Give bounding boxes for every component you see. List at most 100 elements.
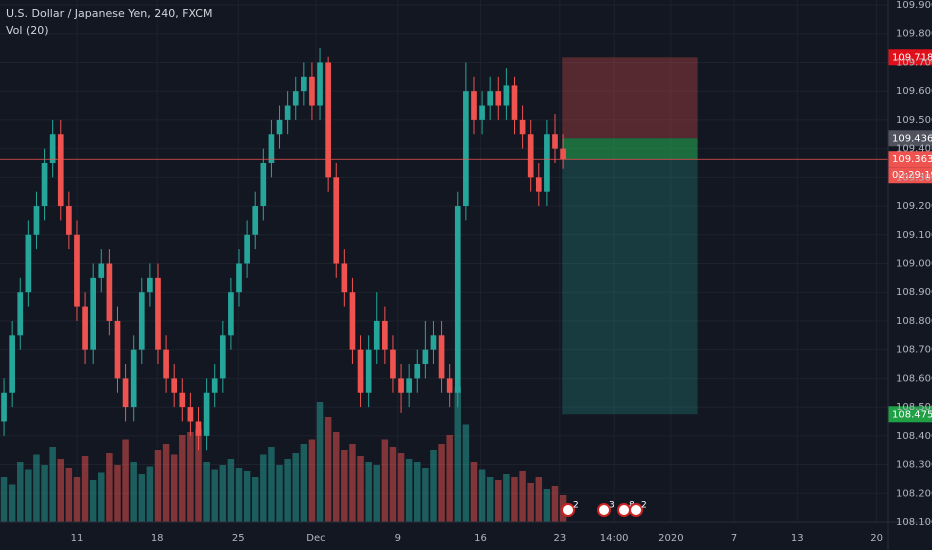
volume-bar <box>203 462 210 522</box>
volume-bar <box>551 486 559 522</box>
volume-bar <box>57 459 65 522</box>
candle-body <box>268 134 275 163</box>
entry-fill <box>562 138 698 160</box>
volume-bar <box>219 465 227 522</box>
candle-body <box>390 349 396 379</box>
candle-body <box>333 177 340 264</box>
volume-bar <box>187 432 194 522</box>
stop-zone <box>562 57 698 139</box>
volume-bar <box>527 483 534 522</box>
x-tick-label: 13 <box>791 533 804 544</box>
x-tick-label: 16 <box>474 533 487 544</box>
volume-bar <box>49 447 56 522</box>
candle-body <box>527 134 534 178</box>
candle-body <box>187 407 194 422</box>
candle-body <box>382 320 388 350</box>
volume-bar <box>25 469 32 522</box>
candle-body <box>57 134 64 207</box>
candle-body <box>422 349 429 365</box>
candle-body <box>74 234 80 307</box>
y-tick-label: 109.300 <box>896 172 932 183</box>
volume-bar <box>17 462 24 522</box>
candle-body <box>430 335 437 350</box>
volume-bar <box>478 469 486 522</box>
y-tick-label: 108.300 <box>896 460 932 471</box>
candle-body <box>25 234 32 293</box>
candle-body <box>414 364 421 379</box>
volume-bar <box>389 447 397 522</box>
volume-bar <box>162 444 170 522</box>
volume-bar <box>179 435 186 522</box>
countdown-badge <box>888 167 932 184</box>
candle-body <box>317 62 323 106</box>
candle-body <box>1 392 7 422</box>
candle-body <box>357 349 364 393</box>
volume-bar <box>405 459 413 522</box>
volume-bar <box>106 453 113 522</box>
x-tick-label: 20 <box>870 533 883 544</box>
candle-body <box>211 378 218 393</box>
volume-bar <box>503 474 510 522</box>
entry-badge <box>888 130 932 147</box>
candle-body <box>66 206 72 235</box>
y-tick-label: 109.500 <box>896 115 932 126</box>
event-icon <box>597 503 611 517</box>
volume-bar <box>316 402 324 522</box>
candle-body <box>9 335 15 393</box>
chart-title: U.S. Dollar / Japanese Yen, 240, FXCM <box>6 7 212 20</box>
candle-body <box>49 134 56 163</box>
volume-bar <box>122 439 129 522</box>
candle-body <box>260 162 267 207</box>
x-tick-label: 9 <box>395 533 401 544</box>
candle-body <box>219 335 226 379</box>
indicator-label: Vol (20) <box>6 24 49 37</box>
candle-body <box>195 421 202 436</box>
candle-body <box>252 206 259 235</box>
candle-body <box>398 378 404 393</box>
event-count: 2 <box>641 501 647 511</box>
candle-body <box>244 234 250 264</box>
volume-bar <box>357 456 364 522</box>
y-tick-label: 108.400 <box>896 431 932 442</box>
y-tick-label: 108.900 <box>896 287 932 298</box>
y-tick-label: 108.800 <box>896 316 932 327</box>
volume-bar <box>349 444 356 522</box>
candle-body <box>300 76 307 92</box>
stop-badge-label: 109.718 <box>892 52 932 63</box>
volume-bar <box>341 450 348 522</box>
x-tick-label: Dec <box>306 533 325 544</box>
y-tick-label: 109.900 <box>896 0 932 11</box>
y-tick-label: 109.400 <box>896 144 932 155</box>
volume-bar <box>170 454 178 522</box>
volume-bar <box>235 468 243 522</box>
volume-bar <box>543 489 551 522</box>
volume-bar <box>98 472 105 522</box>
volume-bar <box>486 477 494 522</box>
volume-bar <box>260 454 267 522</box>
candle-body <box>479 105 485 120</box>
volume-bar <box>146 466 154 522</box>
candle-body <box>82 306 88 350</box>
volume-bar <box>211 469 218 522</box>
volume-bar <box>292 453 299 522</box>
volume-bar <box>454 387 462 522</box>
volume-bar <box>41 465 48 522</box>
candle-body <box>495 91 502 106</box>
candle-body <box>203 392 210 436</box>
y-tick-label: 108.200 <box>896 488 932 499</box>
candle-body <box>155 277 161 350</box>
volume-bar <box>251 477 259 522</box>
volume-bar <box>8 484 16 522</box>
candle-body <box>519 119 526 135</box>
candle-body <box>446 378 453 393</box>
y-tick-label: 109.800 <box>896 29 932 40</box>
volume-bar <box>422 468 429 522</box>
volume-bar <box>414 462 421 522</box>
event-icon <box>561 503 575 517</box>
volume-bar <box>33 454 40 522</box>
candle-body <box>373 320 380 350</box>
x-tick-label: 23 <box>553 533 566 544</box>
x-tick-label: 7 <box>731 533 737 544</box>
candle-body <box>171 378 178 393</box>
